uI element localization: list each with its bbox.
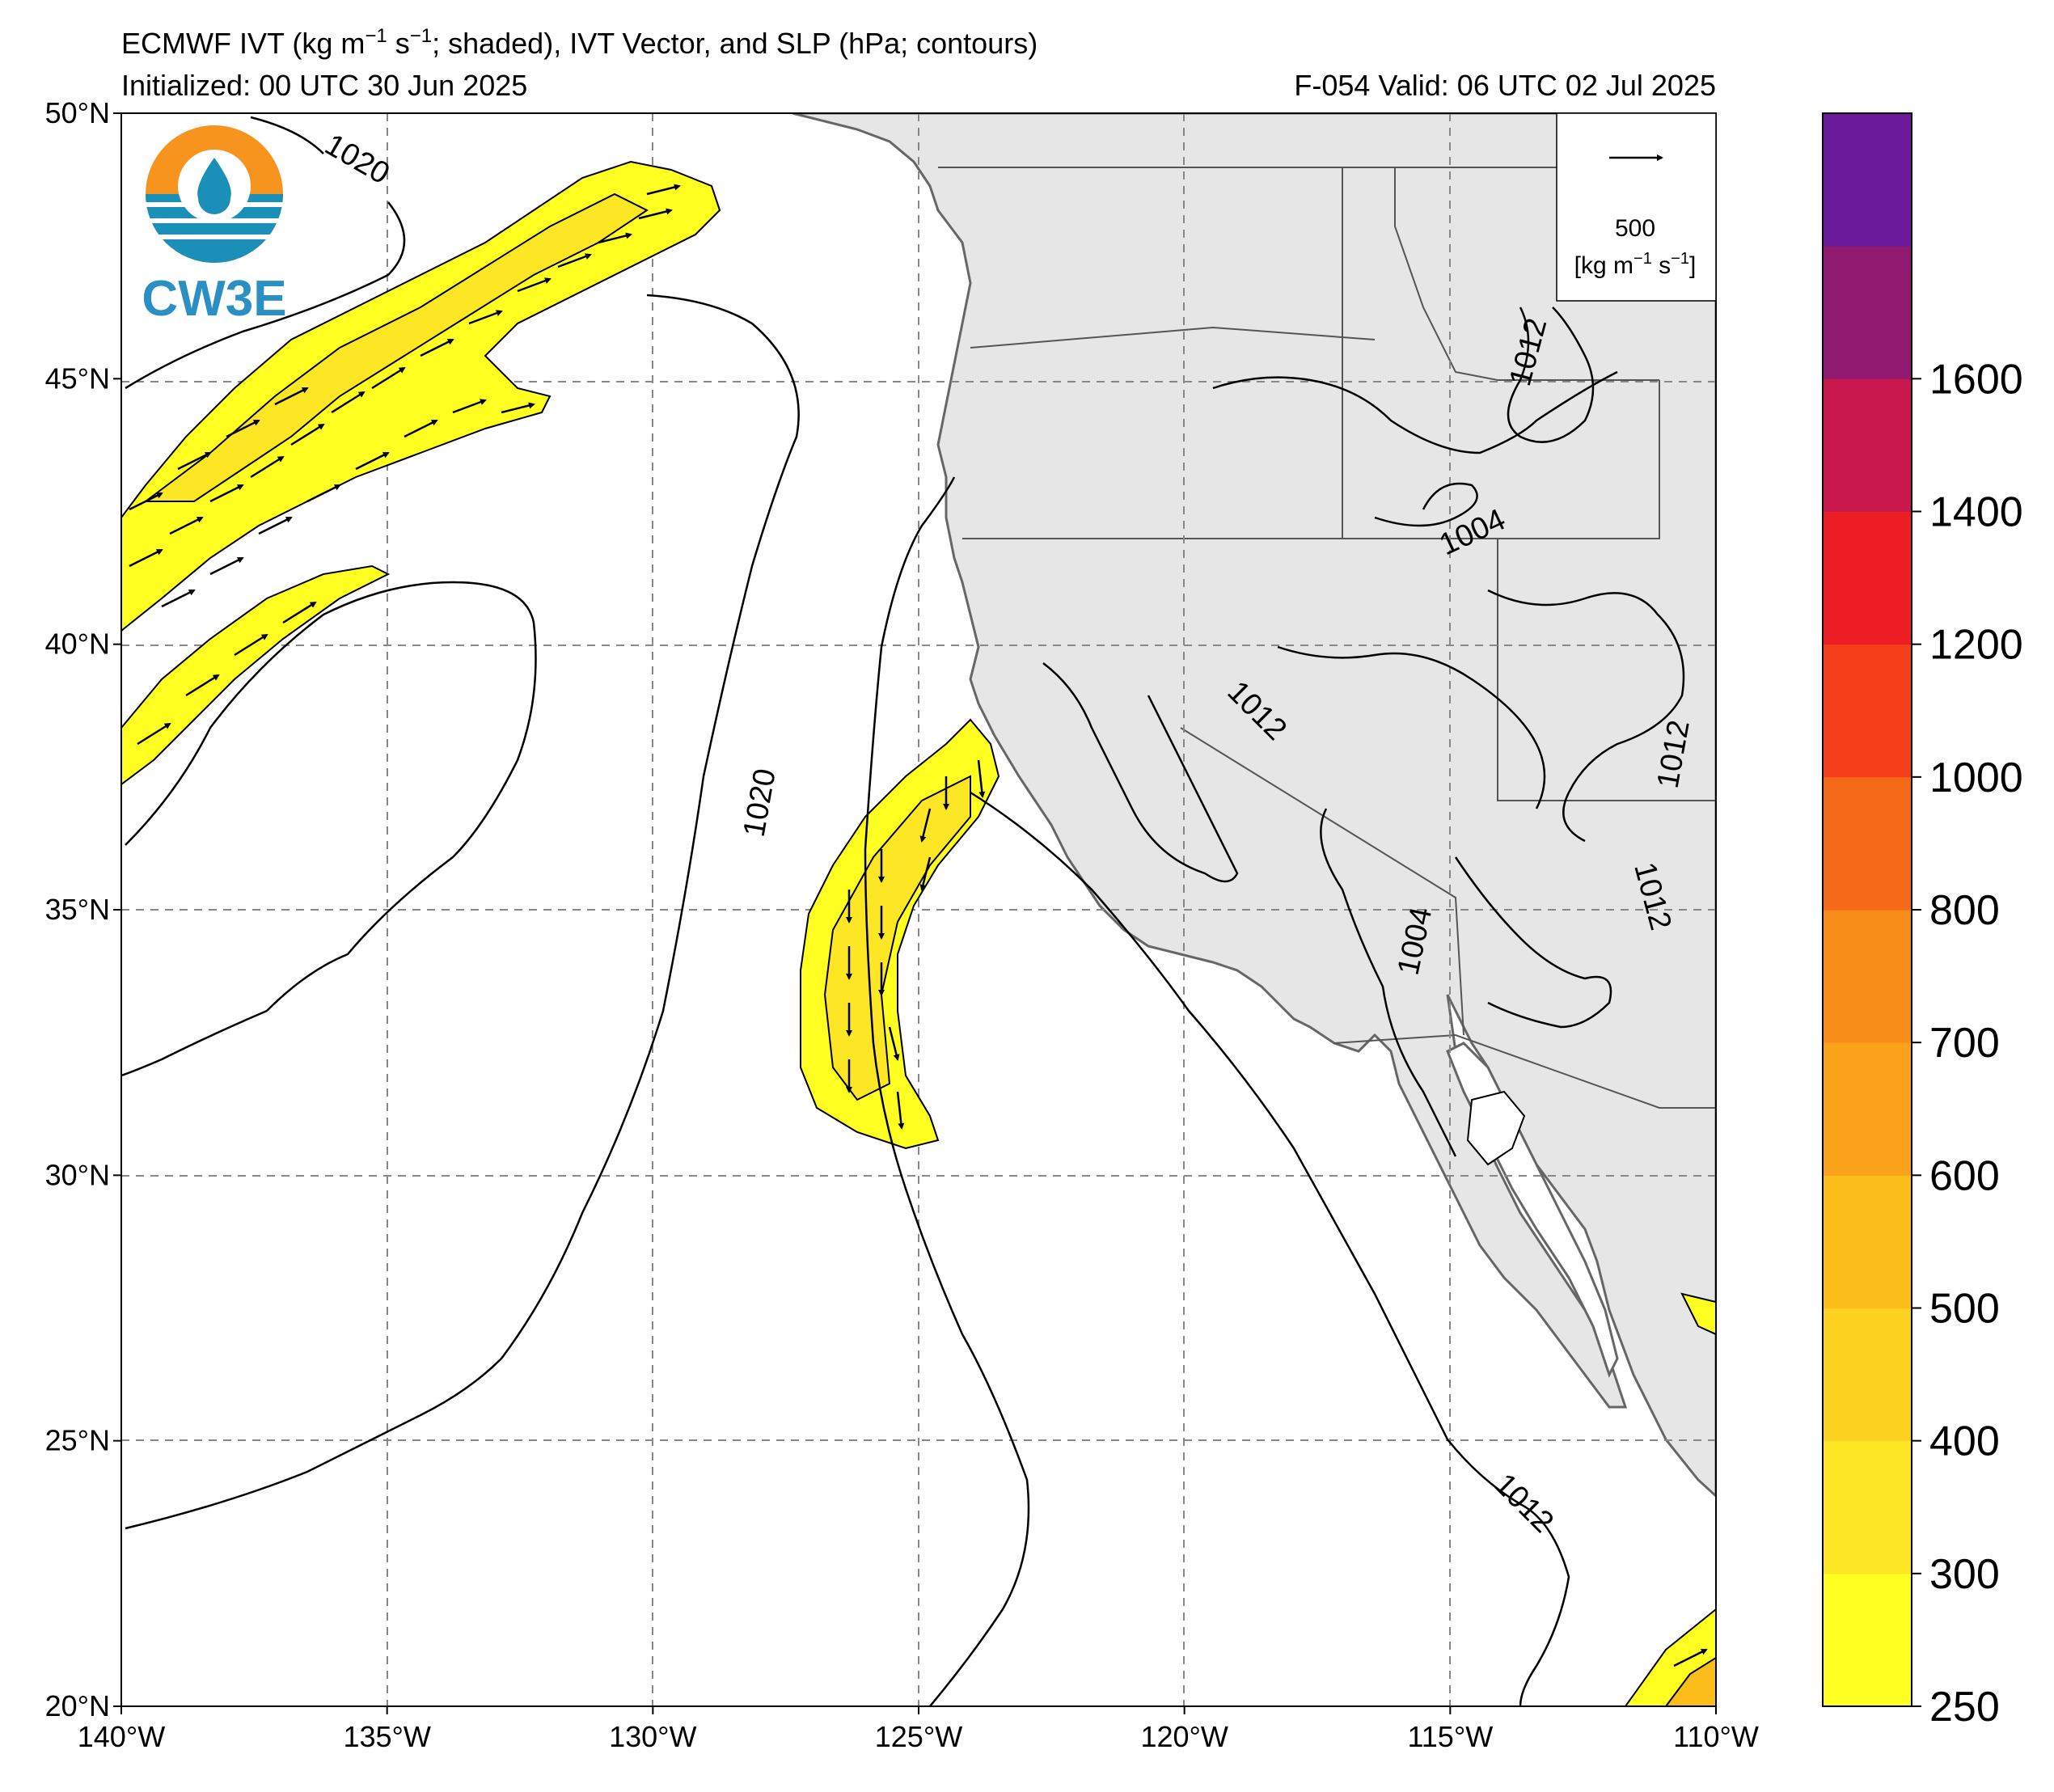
vector-key-value: 500 <box>1615 215 1655 242</box>
colorbar-tick-label: 1000 <box>1929 754 2023 801</box>
colorbar-tick-label: 700 <box>1929 1020 2000 1067</box>
colorbar-segment <box>1823 910 1912 1043</box>
colorbar-segment <box>1823 1440 1912 1574</box>
colorbar-segment <box>1823 1042 1912 1176</box>
latitude-label: 20°N <box>45 1689 110 1722</box>
latitude-label: 50°N <box>45 96 110 129</box>
latitude-label: 30°N <box>45 1158 110 1191</box>
vector-key-unit: [kg m−1 s−1] <box>1574 250 1697 279</box>
colorbar-tick-label: 500 <box>1929 1286 2000 1333</box>
longitude-label: 125°W <box>875 1720 962 1753</box>
logo-text: CW3E <box>142 271 286 327</box>
ivt-vectors <box>129 184 1708 1667</box>
longitude-label: 115°W <box>1407 1720 1493 1753</box>
colorbar-tick-label: 400 <box>1929 1418 2000 1465</box>
colorbar-tick-label: 1600 <box>1929 356 2023 403</box>
initialized-time: Initialized: 00 UTC 30 Jun 2025 <box>121 69 527 102</box>
longitude-label: 110°W <box>1673 1720 1759 1753</box>
colorbar-segment <box>1823 1573 1912 1707</box>
colorbar-segment <box>1823 1308 1912 1442</box>
colorbar-segment <box>1823 378 1912 512</box>
political-borders <box>938 167 1716 1109</box>
colorbar-tick-label: 300 <box>1929 1551 2000 1598</box>
colorbar-tick-label: 800 <box>1929 887 2000 934</box>
vector-key-box <box>1556 112 1717 302</box>
slp-contours <box>121 116 1685 1706</box>
latitude-axis: 50°N 45°N 40°N 35°N 30°N 25°N 20°N <box>45 96 121 1722</box>
latitude-label: 25°N <box>45 1424 110 1457</box>
inland-lake <box>1466 1090 1526 1166</box>
colorbar-segment <box>1823 776 1912 911</box>
colorbar-segment <box>1823 1175 1912 1308</box>
map-panel: 1020 1020 1012 1004 1012 1012 1004 1012 … <box>120 112 1717 1707</box>
latitude-label: 40°N <box>45 628 110 661</box>
map-title: ECMWF IVT (kg m−1 s−1; shaded), IVT Vect… <box>121 25 1038 60</box>
longitude-label: 135°W <box>343 1720 430 1753</box>
colorbar-segment <box>1823 644 1912 778</box>
valid-time: F-054 Valid: 06 UTC 02 Jul 2025 <box>1294 69 1716 102</box>
ivt-plume-offshore-core <box>823 775 971 1101</box>
logo-wave-band <box>146 194 283 263</box>
ivt-plume-secondary <box>121 564 391 786</box>
colorbar-segment <box>1823 113 1912 247</box>
colorbar-segment <box>1823 246 1912 379</box>
latitude-label: 35°N <box>45 893 110 926</box>
ivt-plume-southeast-core <box>1664 1656 1716 1706</box>
cw3e-logo: CW3E <box>142 125 287 327</box>
colorbar-tick-label: 1400 <box>1929 489 2023 536</box>
logo-drop <box>197 158 231 214</box>
colorbar-tick-label: 600 <box>1929 1152 2000 1199</box>
colorbar-tick-label: 250 <box>1929 1684 2000 1731</box>
longitude-label: 130°W <box>609 1720 696 1753</box>
longitude-axis: 140°W 135°W 130°W 125°W 120°W 115°W 110°W <box>78 1706 1759 1753</box>
longitude-label: 120°W <box>1140 1720 1228 1753</box>
colorbar-tick-label: 1200 <box>1929 622 2023 669</box>
ivt-plume-gulf <box>1680 1292 1716 1336</box>
ivt-plume-north-core <box>143 192 649 502</box>
ivt-shading <box>121 160 1716 1706</box>
logo-stripe <box>154 235 275 239</box>
vector-key: 500 [kg m−1 s−1] <box>1556 112 1717 302</box>
latitude-label: 45°N <box>45 361 110 395</box>
longitude-label: 140°W <box>78 1720 165 1753</box>
ivt-colorbar: 250 300 400 500 600 700 800 1000 1200 1400 1600 <box>1822 112 2023 1731</box>
colorbar-segment <box>1823 511 1912 645</box>
